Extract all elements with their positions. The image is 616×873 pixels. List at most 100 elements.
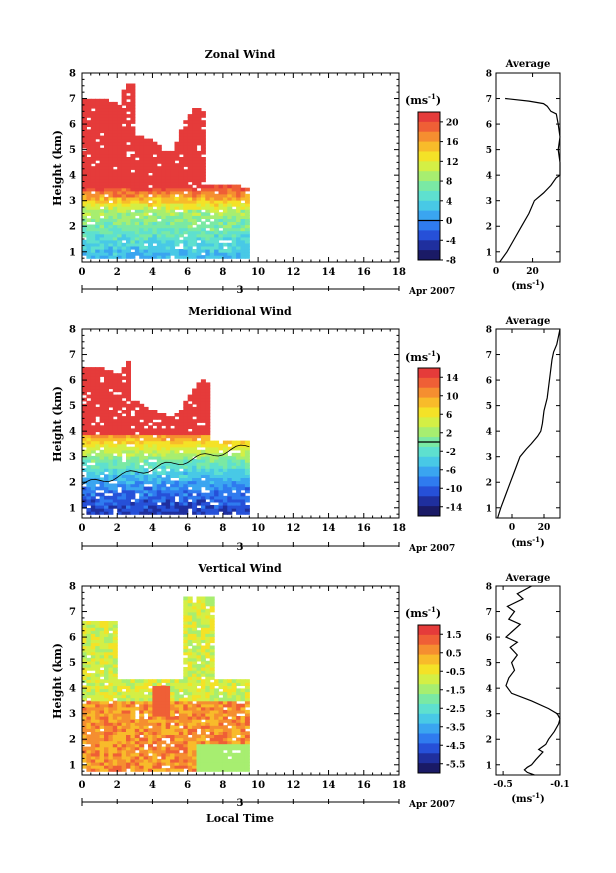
heatmap-cell [178, 505, 184, 509]
heatmap-cell [178, 492, 184, 497]
heatmap-cell [108, 709, 114, 714]
heatmap-cell [86, 749, 92, 754]
heatmap-cell [205, 627, 211, 631]
heatmap-cell [200, 193, 206, 198]
heatmap-cell [112, 428, 118, 433]
heatmap-cell [187, 413, 193, 417]
heatmap-cell [196, 400, 202, 405]
heatmap-cell [117, 437, 123, 442]
heatmap-cell [86, 428, 92, 433]
heatmap-cell [196, 722, 202, 726]
heatmap-cell [192, 688, 198, 693]
heatmap-cell [86, 236, 92, 241]
heatmap-cell [104, 437, 109, 442]
heatmap-cell [205, 193, 211, 198]
heatmap-cell [161, 752, 167, 757]
heatmap-cell [143, 224, 149, 229]
heatmap-cell [95, 233, 101, 238]
heatmap-cell [90, 230, 96, 235]
heatmap-cell [117, 157, 123, 161]
heatmap-cell [170, 157, 176, 161]
heatmap-cell [218, 725, 224, 729]
heatmap-cell [156, 477, 162, 482]
heatmap-cell [99, 367, 105, 371]
heatmap-cell [99, 154, 105, 158]
heatmap-cell [244, 691, 250, 696]
heatmap-cell [240, 215, 246, 219]
heatmap-cell [121, 89, 127, 94]
heatmap-cell [117, 755, 123, 760]
heatmap-cell [236, 501, 242, 506]
heatmap-cell [196, 700, 202, 705]
heatmap-cell [222, 449, 228, 454]
heatmap-cell [112, 215, 118, 219]
heatmap-cell [174, 700, 180, 705]
heatmap-cell [99, 743, 105, 748]
heatmap-cell [121, 141, 127, 146]
heatmap-cell [196, 667, 202, 671]
heatmap-cell [156, 740, 162, 745]
heatmap-cell [121, 495, 127, 500]
heatmap-cell [95, 437, 101, 442]
heatmap-cell [130, 422, 136, 426]
heatmap-cell [99, 221, 105, 226]
heatmap-cell [174, 419, 180, 423]
heatmap-cell [117, 199, 123, 204]
heatmap-cell [117, 416, 123, 420]
heatmap-cell [126, 712, 131, 717]
heatmap-cell [139, 157, 145, 161]
heatmap-cell [126, 199, 131, 204]
heatmap-cell [196, 154, 202, 158]
heatmap-cell [161, 691, 167, 696]
heatmap-cell [139, 224, 145, 229]
heatmap-cell [152, 187, 158, 192]
heatmap-cell [143, 209, 149, 213]
heatmap-cell [231, 187, 237, 192]
heatmap-cell [121, 734, 127, 739]
y-tick-label: 5 [69, 145, 76, 156]
heatmap-cell [95, 511, 101, 515]
heatmap-cell [134, 199, 140, 204]
heatmap-cell [222, 682, 228, 686]
avg-y-tick-label: 8 [486, 70, 492, 80]
heatmap-cell [148, 682, 153, 686]
heatmap-cell [121, 743, 127, 748]
heatmap-cell [209, 608, 215, 613]
heatmap-cell [214, 474, 220, 478]
heatmap-cell [134, 758, 140, 763]
heatmap-cell [209, 725, 215, 729]
heatmap-cell [117, 465, 123, 469]
avg-y-tick-label: 7 [486, 95, 492, 105]
heatmap-cell [192, 425, 198, 429]
heatmap-cell [99, 630, 105, 634]
heatmap-cell [165, 505, 171, 509]
heatmap-cell [117, 737, 123, 742]
heatmap-cell [192, 630, 198, 634]
heatmap-cell [165, 157, 171, 161]
heatmap-cell [152, 740, 158, 745]
heatmap-cell [152, 489, 158, 494]
heatmap-cell [143, 462, 149, 466]
heatmap-cell [236, 221, 242, 226]
heatmap-cell [82, 181, 87, 186]
heatmap-cell [126, 367, 131, 371]
y-tick-label: 2 [69, 222, 76, 233]
heatmap-cell [222, 737, 228, 742]
heatmap-cell [99, 242, 105, 247]
heatmap-cell [90, 184, 96, 189]
heatmap-cell [126, 737, 131, 742]
heatmap-cell [244, 480, 250, 485]
heatmap-cell [200, 437, 206, 442]
heatmap-cell [196, 108, 202, 112]
heatmap-cell [86, 455, 92, 460]
heatmap-cell [244, 465, 250, 469]
heatmap-cell [90, 468, 96, 472]
heatmap-cell [165, 166, 171, 170]
heatmap-cell [139, 468, 145, 472]
heatmap-cell [231, 762, 237, 766]
heatmap-cell [214, 703, 220, 708]
heatmap-cell [187, 749, 193, 754]
heatmap-cell [117, 224, 123, 229]
heatmap-cell [156, 150, 162, 155]
